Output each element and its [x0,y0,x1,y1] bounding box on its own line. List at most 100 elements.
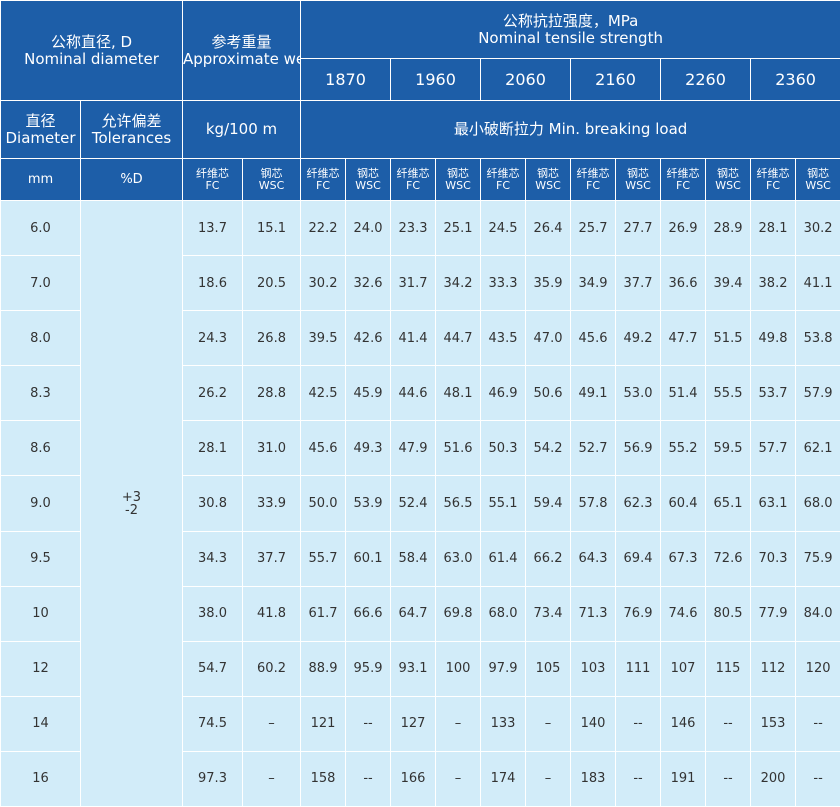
data-cell-text: 36.6 [661,276,705,291]
data-cell-text: 61.7 [301,606,345,621]
data-cell: 6.0 [1,201,81,256]
data-cell-text: 153 [751,716,795,731]
data-cell-text: 24.5 [481,221,525,236]
data-cell-text: 45.6 [571,331,615,346]
data-cell-text: 76.9 [616,606,660,621]
data-cell-text: -- [346,716,390,731]
data-cell: – [243,696,301,751]
data-cell: 76.9 [616,586,661,641]
data-cell-text: 15.1 [243,221,300,236]
core-cell-text: WSC [526,180,570,192]
data-cell-text: 97.3 [183,771,242,786]
data-cell-text: 61.4 [481,551,525,566]
data-cell: 9.0 [1,476,81,531]
data-cell: – [436,696,481,751]
data-cell: 26.9 [661,201,706,256]
header-cell: kg/100 m [183,101,301,159]
data-cell-text: 41.8 [243,606,300,621]
data-cell: 50.3 [481,421,526,476]
data-cell-text: 39.4 [706,276,750,291]
data-cell: 31.0 [243,421,301,476]
data-cell-text: 107 [661,661,705,676]
data-cell-text: 74.5 [183,716,242,731]
data-cell: 71.3 [571,586,616,641]
data-cell: 183 [571,751,616,806]
core-cell-text: 纤维芯 [751,168,795,180]
data-cell: 107 [661,641,706,696]
data-cell: 97.9 [481,641,526,696]
data-cell-text: 34.9 [571,276,615,291]
data-cell-text: 54.7 [183,661,242,676]
data-cell-text: 50.3 [481,441,525,456]
data-cell-text: 59.4 [526,496,570,511]
data-cell-text: 66.2 [526,551,570,566]
header-cell-text: Nominal diameter [1,51,182,68]
data-cell-text: 41.4 [391,331,435,346]
data-cell: 41.1 [796,256,840,311]
data-cell: 28.1 [183,421,243,476]
data-cell-text: 84.0 [796,606,840,621]
data-cell-text: 33.9 [243,496,300,511]
data-cell: 75.9 [796,531,840,586]
core-cell-text: 钢芯 [616,168,660,180]
data-cell: -- [616,751,661,806]
data-cell: 32.6 [346,256,391,311]
data-cell: 42.5 [301,366,346,421]
header-cell-text: Approximate weight [183,51,300,68]
data-cell: -- [346,751,391,806]
data-cell: 34.9 [571,256,616,311]
header-cell-text: Tolerances [81,130,182,147]
data-cell: 22.2 [301,201,346,256]
data-cell: 31.7 [391,256,436,311]
data-cell: 158 [301,751,346,806]
core-cell-text: 纤维芯 [661,168,705,180]
data-cell-text: 55.2 [661,441,705,456]
data-cell-text: 33.3 [481,276,525,291]
data-cell: 44.7 [436,311,481,366]
data-cell-text: 28.8 [243,386,300,401]
data-cell-text: 146 [661,716,705,731]
data-cell-text: 34.3 [183,551,242,566]
data-cell: 7.0 [1,256,81,311]
data-cell-text: 45.9 [346,386,390,401]
data-cell: 30.8 [183,476,243,531]
data-cell-text: 47.7 [661,331,705,346]
data-cell: 51.4 [661,366,706,421]
data-cell-text: 47.9 [391,441,435,456]
data-cell-text: 39.5 [301,331,345,346]
data-cell: 48.1 [436,366,481,421]
tolerance-cell-text: -2 [81,504,182,517]
data-cell-text: 55.5 [706,386,750,401]
data-cell: 16 [1,751,81,806]
data-cell-text: 31.0 [243,441,300,456]
data-cell-text: 95.9 [346,661,390,676]
data-cell-text: 49.3 [346,441,390,456]
data-cell-text: – [436,771,480,786]
data-cell: 77.9 [751,586,796,641]
data-cell: 127 [391,696,436,751]
core-cell-text: 纤维芯 [391,168,435,180]
data-cell-text: – [526,771,570,786]
data-cell: 33.3 [481,256,526,311]
data-cell-text: 97.9 [481,661,525,676]
data-cell: 26.8 [243,311,301,366]
header-cell-text: 最小破断拉力 Min. breaking load [301,121,840,138]
data-cell: 56.9 [616,421,661,476]
data-cell: 72.6 [706,531,751,586]
data-cell: 49.2 [616,311,661,366]
unit-cell-text: mm [1,171,80,188]
header-cell-text: 直径 [1,113,80,130]
data-cell: 66.6 [346,586,391,641]
tolerance-cell-text: +3 [81,491,182,504]
data-cell-text: 56.5 [436,496,480,511]
data-cell-text: 13.7 [183,221,242,236]
data-cell: 57.7 [751,421,796,476]
data-cell: – [436,751,481,806]
data-cell-text: 100 [436,661,480,676]
data-cell: 55.1 [481,476,526,531]
data-cell: 63.0 [436,531,481,586]
